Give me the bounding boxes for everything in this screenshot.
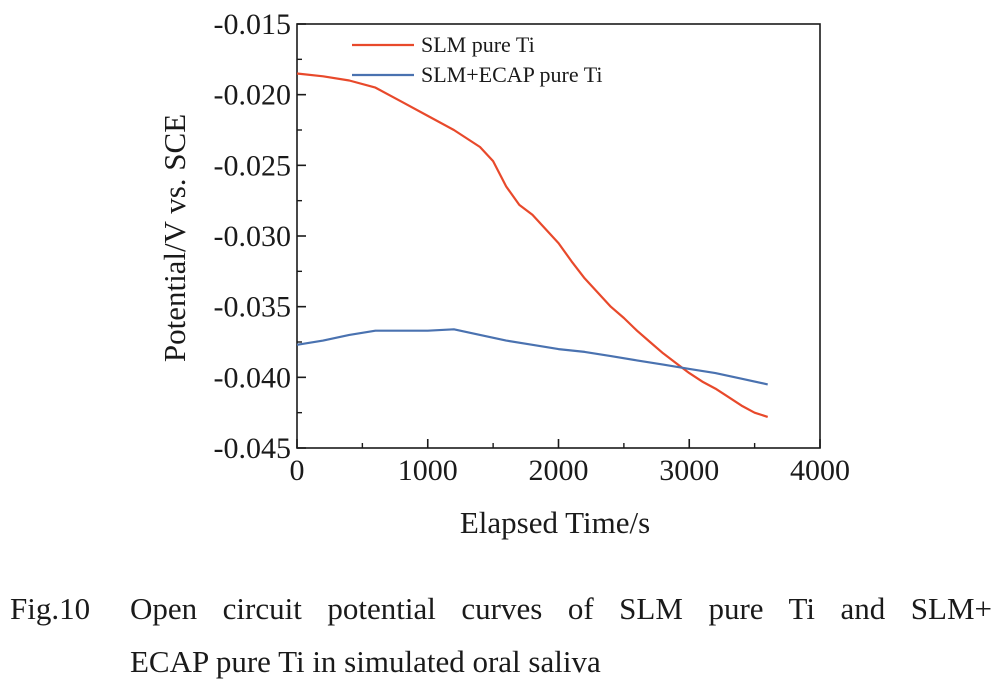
- caption-line-1: Open circuit potential curves of SLM pur…: [130, 591, 992, 626]
- legend-label-2: SLM+ECAP pure Ti: [421, 62, 603, 87]
- y-tick-label: -0.015: [214, 8, 292, 41]
- x-tick-label: 1000: [398, 454, 458, 487]
- y-tick-label: -0.020: [214, 79, 292, 112]
- legend: SLM pure Ti SLM+ECAP pure Ti: [352, 32, 603, 87]
- y-tick-label: -0.035: [214, 291, 292, 324]
- y-tick-label: -0.030: [214, 220, 292, 253]
- series-line-2: [296, 328, 768, 386]
- x-tick-label: 2000: [529, 454, 589, 487]
- series-line-1: [296, 72, 769, 418]
- figure-caption: Fig.10 Open circuit potential curves of …: [10, 583, 1000, 635]
- y-tick-label: -0.040: [214, 361, 292, 394]
- y-tick-label: -0.045: [214, 432, 292, 465]
- y-tick-label: -0.025: [214, 149, 292, 182]
- legend-label-1: SLM pure Ti: [421, 32, 535, 57]
- x-tick-label: 3000: [659, 454, 719, 487]
- x-axis-title: Elapsed Time/s: [460, 505, 650, 540]
- axes: [296, 23, 821, 449]
- series-layer: [296, 72, 769, 418]
- x-tick-label: 0: [290, 454, 305, 487]
- caption-line-2: ECAP pure Ti in simulated oral saliva: [130, 644, 601, 679]
- tick-labels: 0 1000 2000 3000 4000 -0.045 -0.040 -0.035 -0.03…: [214, 8, 851, 487]
- chart: SLM pure Ti SLM+ECAP pure Ti 0 1000 2000 300…: [157, 8, 851, 540]
- x-tick-label: 4000: [790, 454, 850, 487]
- figure-number: Fig.10: [10, 591, 91, 626]
- y-axis-title: Potential/V vs. SCE: [157, 114, 192, 362]
